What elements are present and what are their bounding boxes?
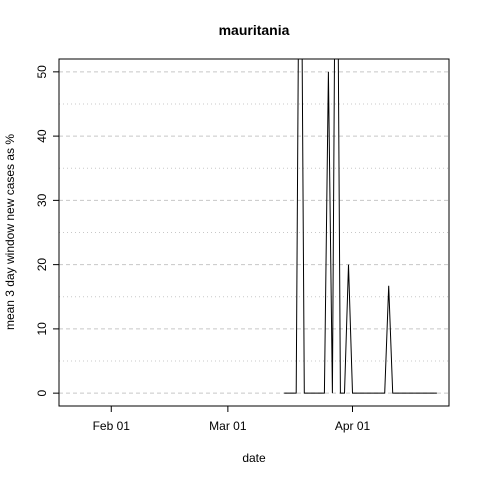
y-tick-label: 50 [35,65,49,79]
plot-border [58,58,450,407]
x-tick-label: Apr 01 [335,419,371,433]
x-tick-label: Feb 01 [93,419,131,433]
y-tick-label: 40 [35,129,49,143]
x-tick-label: Mar 01 [209,419,247,433]
x-axis-label: date [242,451,266,465]
series-layer [284,59,437,394]
y-axis-label: mean 3 day window new cases as % [3,134,17,330]
chart-title: mauritania [219,22,290,38]
y-tick-label: 10 [35,322,49,336]
grid [59,71,449,394]
y-tick-label: 30 [35,193,49,207]
series-line [284,59,437,394]
y-axis: 0 10 20 30 40 50 [35,65,59,396]
y-tick-label: 20 [35,258,49,272]
x-axis: Feb 01 Mar 01 Apr 01 [93,406,371,433]
y-tick-label: 0 [35,389,49,396]
